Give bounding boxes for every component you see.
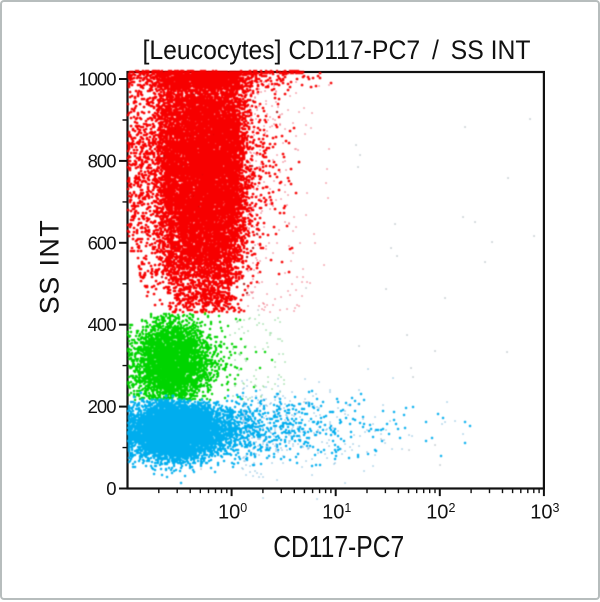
svg-text:200: 200 — [88, 396, 117, 417]
svg-text:100: 100 — [218, 501, 247, 524]
svg-text:101: 101 — [322, 501, 351, 524]
svg-text:[Leucocytes] CD117-PC7 / SS: [Leucocytes] CD117-PC7 / SS INT — [143, 35, 531, 65]
svg-text:400: 400 — [88, 314, 117, 335]
svg-text:103: 103 — [530, 501, 559, 524]
svg-text:1000: 1000 — [78, 69, 116, 90]
svg-text:CD117-PC7: CD117-PC7 — [273, 529, 404, 564]
svg-text:102: 102 — [426, 501, 455, 524]
svg-text:800: 800 — [88, 150, 117, 171]
svg-text:0: 0 — [106, 478, 116, 499]
svg-text:SS INT: SS INT — [35, 219, 65, 314]
svg-text:600: 600 — [88, 232, 117, 253]
